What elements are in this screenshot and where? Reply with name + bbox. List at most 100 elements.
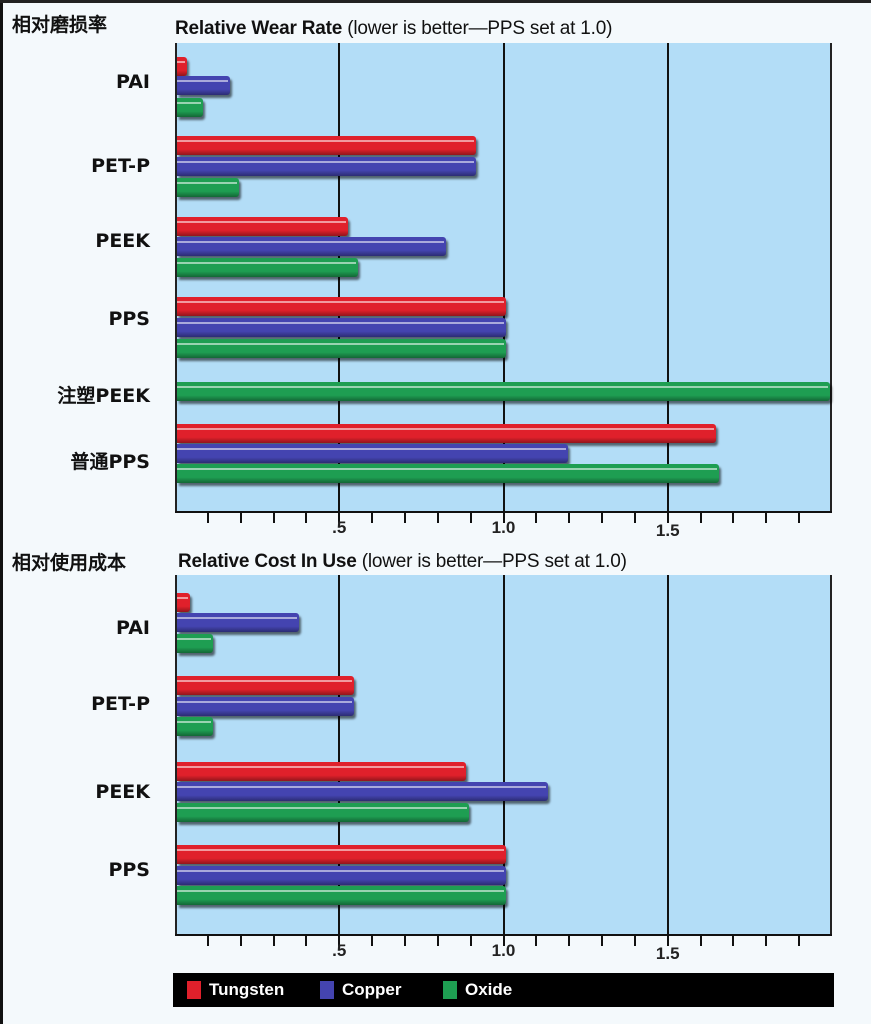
bar-oxide <box>177 803 470 822</box>
bar-oxide <box>177 634 214 653</box>
bar-oxide <box>177 717 214 736</box>
gridline <box>338 575 341 935</box>
category-label: PET-P <box>91 155 150 177</box>
minor-tick <box>699 934 702 946</box>
bar-oxide <box>177 464 720 483</box>
cost-chart-title-bold: Relative Cost In Use <box>178 551 357 572</box>
wear-chart-title-bold: Relative Wear Rate <box>175 18 343 39</box>
minor-tick <box>469 511 472 523</box>
legend-swatch-oxide <box>443 981 457 999</box>
minor-tick <box>568 511 571 523</box>
x-tick-label: 1.5 <box>655 944 680 963</box>
minor-tick <box>403 511 406 523</box>
gridline <box>502 575 505 935</box>
minor-tick <box>568 934 571 946</box>
bar-tungsten <box>177 57 187 76</box>
wear-chart-plot-area <box>175 43 832 513</box>
minor-tick <box>239 934 242 946</box>
bar-oxide <box>177 258 358 277</box>
bar-tungsten <box>177 762 467 781</box>
bar-copper <box>177 697 355 716</box>
x-tick-label: 1.0 <box>491 518 516 537</box>
bar-oxide <box>177 178 240 197</box>
bar-tungsten <box>177 297 506 316</box>
bar-copper <box>177 782 549 801</box>
category-label: PPS <box>108 859 150 881</box>
x-tick-label: 1.5 <box>655 521 680 540</box>
bar-oxide <box>177 382 830 401</box>
minor-tick <box>239 511 242 523</box>
bar-tungsten <box>177 424 716 443</box>
bar-tungsten <box>177 593 191 612</box>
minor-tick <box>272 934 275 946</box>
minor-tick <box>535 934 538 946</box>
legend-swatch-copper <box>320 981 334 999</box>
minor-tick <box>403 934 406 946</box>
major-tick <box>666 924 669 946</box>
x-tick-label: .5 <box>332 941 347 960</box>
bar-copper <box>177 613 299 632</box>
cost-chart-title-rest: (lower is better—PPS set at 1.0) <box>356 551 627 572</box>
legend: Tungsten Copper Oxide <box>173 973 834 1007</box>
wear-chart-cn-title: 相对磨损率 <box>12 14 108 36</box>
minor-tick <box>371 511 374 523</box>
frame-border-top <box>0 0 871 3</box>
gridline <box>338 43 341 513</box>
minor-tick <box>601 511 604 523</box>
cost-chart-cn-title: 相对使用成本 <box>12 552 127 574</box>
minor-tick <box>371 934 374 946</box>
minor-tick <box>798 511 801 523</box>
wear-chart-title: Relative Wear Rate (lower is better—PPS … <box>175 18 612 40</box>
major-tick <box>502 924 505 946</box>
x-tick-label: .5 <box>332 518 347 537</box>
major-tick <box>338 501 341 523</box>
category-label: 普通PPS <box>70 451 150 473</box>
minor-tick <box>798 934 801 946</box>
bar-copper <box>177 157 476 176</box>
major-tick <box>666 501 669 523</box>
category-label: 注塑PEEK <box>57 385 150 407</box>
bar-tungsten <box>177 217 348 236</box>
minor-tick <box>206 511 209 523</box>
cost-chart-plot-area <box>175 575 832 935</box>
cost-chart-title: Relative Cost In Use (lower is better—PP… <box>178 551 627 573</box>
minor-tick <box>633 511 636 523</box>
bar-tungsten <box>177 676 355 695</box>
minor-tick <box>436 511 439 523</box>
minor-tick <box>765 511 768 523</box>
gridline <box>502 43 505 513</box>
minor-tick <box>206 934 209 946</box>
minor-tick <box>305 934 308 946</box>
category-label: PPS <box>108 308 150 330</box>
bar-tungsten <box>177 136 476 155</box>
gridline <box>666 43 669 513</box>
minor-tick <box>436 934 439 946</box>
bar-copper <box>177 237 447 256</box>
frame-border-left <box>0 0 3 1024</box>
wear-chart-title-rest: (lower is better—PPS set at 1.0) <box>342 18 613 39</box>
major-tick <box>338 924 341 946</box>
legend-label-oxide: Oxide <box>465 980 513 999</box>
bar-copper <box>177 866 506 885</box>
category-label: PEEK <box>95 781 150 803</box>
minor-tick <box>732 934 735 946</box>
category-label: PAI <box>116 71 150 93</box>
legend-item-copper: Copper <box>320 980 402 1000</box>
minor-tick <box>699 511 702 523</box>
category-label: PAI <box>116 617 150 639</box>
minor-tick <box>535 511 538 523</box>
legend-label-tungsten: Tungsten <box>209 980 285 999</box>
bar-tungsten <box>177 845 506 864</box>
minor-tick <box>601 934 604 946</box>
major-tick <box>502 501 505 523</box>
x-tick-label: 1.0 <box>491 941 516 960</box>
minor-tick <box>633 934 636 946</box>
bar-copper <box>177 76 230 95</box>
category-label: PEEK <box>95 230 150 252</box>
minor-tick <box>765 934 768 946</box>
bar-copper <box>177 444 568 463</box>
minor-tick <box>732 511 735 523</box>
bar-oxide <box>177 339 506 358</box>
legend-label-copper: Copper <box>342 980 402 999</box>
legend-item-oxide: Oxide <box>443 980 512 1000</box>
